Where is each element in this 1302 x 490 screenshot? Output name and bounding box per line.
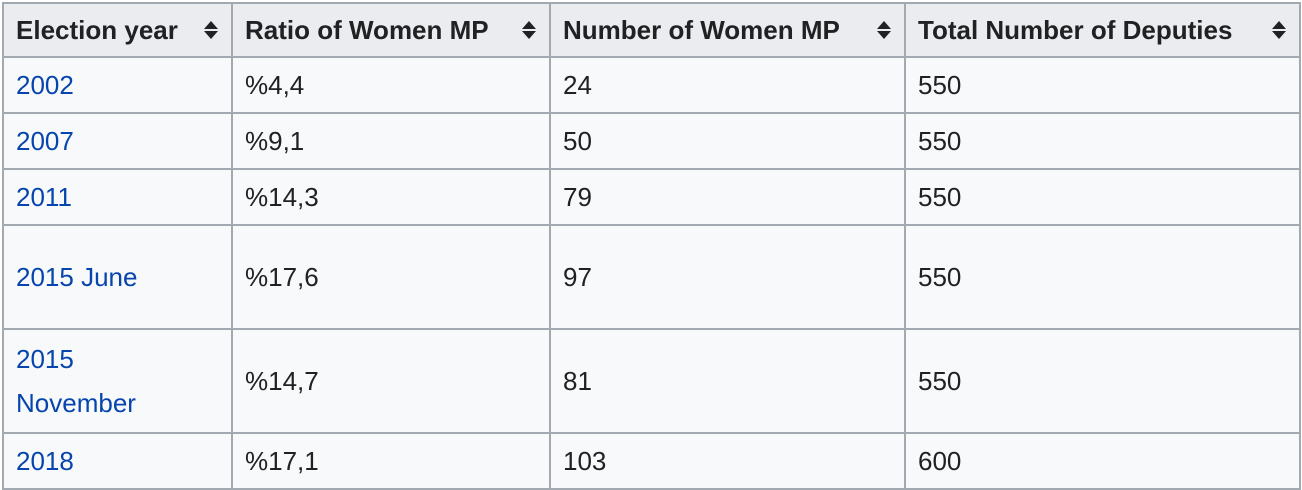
cell-total-deputies: 550 [904,224,1301,330]
table-row: 2018 %17,1 103 600 [2,432,1301,490]
table-row: 2015 November %14,7 81 550 [2,328,1301,434]
cell-total-deputies: 550 [904,56,1301,114]
column-header-total-deputies[interactable]: Total Number of Deputies [904,2,1301,58]
cell-number-women: 103 [549,432,906,490]
cell-ratio: %4,4 [231,56,551,114]
cell-number-women: 24 [549,56,906,114]
header-row: Election year Ratio of Women MP Number o… [2,2,1301,58]
cell-ratio: %17,1 [231,432,551,490]
cell-number-women: 79 [549,168,906,226]
cell-ratio: %17,6 [231,224,551,330]
cell-election-year: 2007 [2,112,233,170]
cell-election-year: 2015 June [2,224,233,330]
sort-icon[interactable] [876,19,892,41]
cell-election-year: 2015 November [2,328,233,434]
table-row: 2007 %9,1 50 550 [2,112,1301,170]
sort-icon[interactable] [203,19,219,41]
cell-total-deputies: 550 [904,328,1301,434]
cell-total-deputies: 550 [904,168,1301,226]
cell-ratio: %9,1 [231,112,551,170]
cell-number-women: 81 [549,328,906,434]
cell-ratio: %14,7 [231,328,551,434]
column-header-election-year[interactable]: Election year [2,2,233,58]
cell-total-deputies: 600 [904,432,1301,490]
column-header-label: Number of Women MP [563,15,840,45]
cell-election-year: 2002 [2,56,233,114]
year-link[interactable]: 2007 [16,126,74,156]
column-header-ratio-women-mp[interactable]: Ratio of Women MP [231,2,551,58]
cell-number-women: 50 [549,112,906,170]
year-link[interactable]: 2002 [16,70,74,100]
year-link[interactable]: 2018 [16,446,74,476]
year-link[interactable]: 2015 June [16,262,138,292]
cell-election-year: 2018 [2,432,233,490]
table-row: 2002 %4,4 24 550 [2,56,1301,114]
table-row: 2011 %14,3 79 550 [2,168,1301,226]
year-link[interactable]: 2015 November [16,344,136,418]
year-link[interactable]: 2011 [16,182,72,212]
cell-ratio: %14,3 [231,168,551,226]
column-header-label: Ratio of Women MP [245,15,489,45]
cell-election-year: 2011 [2,168,233,226]
cell-number-women: 97 [549,224,906,330]
column-header-label: Election year [16,15,178,45]
sort-icon[interactable] [1271,19,1287,41]
column-header-number-women-mp[interactable]: Number of Women MP [549,2,906,58]
sort-icon[interactable] [521,19,537,41]
cell-total-deputies: 550 [904,112,1301,170]
table-row: 2015 June %17,6 97 550 [2,224,1301,330]
column-header-label: Total Number of Deputies [918,15,1233,45]
